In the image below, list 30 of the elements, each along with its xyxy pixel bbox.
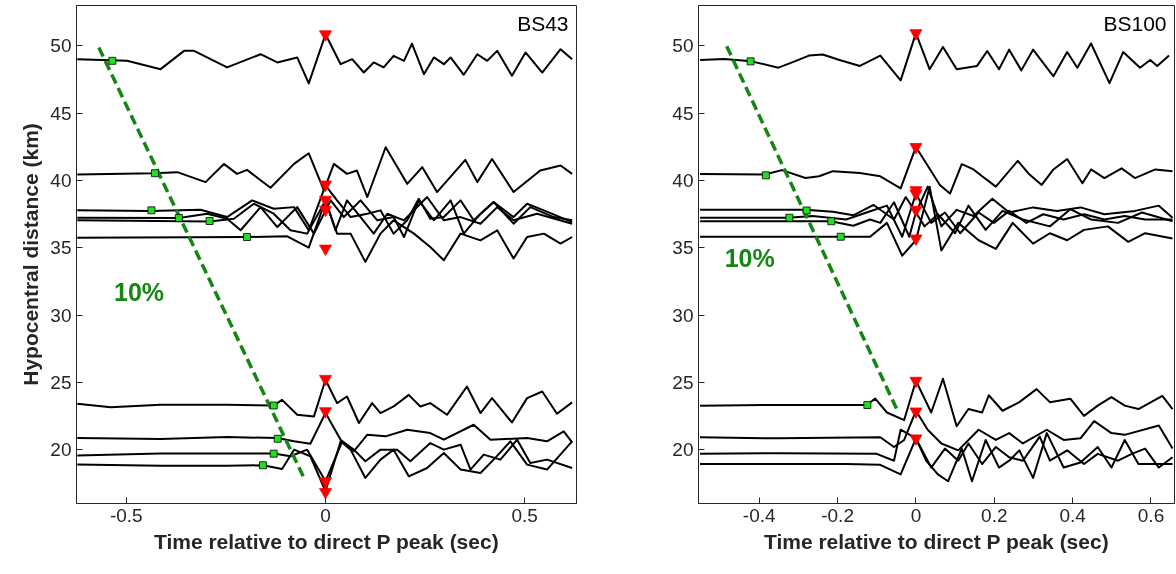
x-tick-label: 0.2	[981, 504, 1008, 526]
y-tick-label: 40	[50, 169, 72, 191]
y-tick-label: 20	[672, 439, 694, 461]
x-tick-label: 0.4	[1059, 504, 1087, 526]
annotation: BS100	[1103, 11, 1167, 35]
annotation: 10%	[113, 277, 165, 306]
x-tick-label: -0.4	[742, 504, 777, 526]
y-tick-label: 45	[672, 102, 694, 124]
x-axis-title: Time relative to direct P peak (sec)	[763, 529, 1109, 553]
y-axis-title: Hypocentral distance (km)	[19, 123, 43, 386]
y-tick-label: 50	[672, 35, 694, 57]
annotation: BS43	[517, 11, 569, 35]
y-tick-label: 45	[50, 102, 72, 124]
x-axis-title: Time relative to direct P peak (sec)	[153, 529, 499, 553]
y-tick-label: 25	[672, 371, 694, 393]
x-tick-label: -0.5	[109, 504, 143, 526]
x-tick-label: 0.6	[1137, 504, 1165, 526]
y-tick-label: 40	[672, 169, 694, 191]
x-tick-label: 0	[910, 504, 922, 526]
y-tick-label: 35	[672, 237, 694, 259]
y-tick-label: 50	[50, 35, 72, 57]
x-tick-label: -0.2	[821, 504, 854, 526]
y-tick-label: 35	[50, 237, 72, 259]
y-tick-label: 30	[672, 304, 694, 326]
x-tick-label: 0.5	[511, 504, 538, 526]
annotation: 10%	[724, 243, 775, 272]
y-tick-label: 30	[50, 304, 72, 326]
y-tick-label: 20	[50, 439, 72, 461]
y-tick-label: 25	[50, 371, 72, 393]
x-tick-label: 0	[320, 504, 331, 526]
